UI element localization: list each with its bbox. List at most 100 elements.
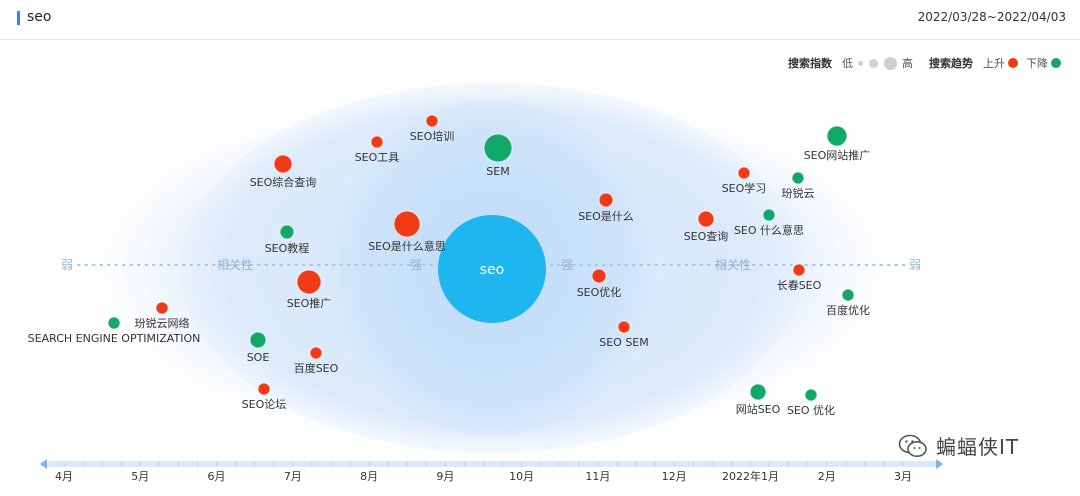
timeline-handle-right-icon[interactable] — [936, 459, 943, 469]
keyword-label: SEO论坛 — [242, 397, 287, 411]
keyword-point[interactable]: 玢锐云 — [782, 171, 815, 200]
keyword-bubble-down[interactable] — [826, 125, 848, 147]
timeline-month-label: 11月 — [585, 470, 610, 483]
timeline-slider[interactable]: 4月 5月 6月 7月 8月 9月 10月 11月 12月 2022年1月 2月 3月 — [40, 459, 943, 483]
keyword-bubble-up[interactable] — [697, 210, 715, 228]
legend-trend-up-label: 上升 — [983, 57, 1005, 70]
keyword-bubble-up[interactable] — [309, 346, 323, 360]
timeline-month-label: 6月 — [208, 470, 226, 483]
relevance-label-related-left: 相关性 — [217, 258, 253, 272]
timeline-month-label: 10月 — [509, 470, 534, 483]
keyword-bubble-up[interactable] — [425, 114, 439, 128]
keyword-label: SEO综合查询 — [250, 175, 317, 189]
keyword-bubble-up[interactable] — [257, 382, 271, 396]
keyword-point[interactable]: 玢锐云网络 — [135, 301, 190, 330]
relevance-chart: 弱 相关性 强 强 相关性 弱 seo SEO综合查询 SEO工具 SEO培训 SEM… — [28, 70, 943, 483]
keyword-point[interactable]: SEO 什么意思 — [734, 208, 804, 237]
watermark-text: 蝙蝠侠IT — [936, 435, 1020, 459]
keyword-bubble-down[interactable] — [841, 288, 855, 302]
timeline-month-labels: 4月 5月 6月 7月 8月 9月 10月 11月 12月 2022年1月 2月 3月 — [55, 469, 912, 483]
keyword-bubble-up[interactable] — [296, 269, 322, 295]
keyword-point[interactable]: SEO论坛 — [242, 382, 287, 411]
keyword-point[interactable]: SEO 优化 — [787, 388, 835, 417]
keyword-bubble-up[interactable] — [155, 301, 169, 315]
keyword-label: SEO工具 — [355, 151, 400, 164]
timeline-track[interactable] — [44, 461, 940, 467]
keyword-point[interactable]: SEO推广 — [287, 269, 332, 310]
keyword-point[interactable]: SEO培训 — [410, 114, 455, 143]
keyword-bubble-up[interactable] — [737, 166, 751, 180]
keyword-label: SEO优化 — [577, 285, 622, 299]
keyword-point[interactable]: SEM — [483, 133, 513, 178]
keyword-bubble-up[interactable] — [393, 210, 421, 238]
legend: 搜索指数 低 高 搜索趋势 上升 下降 — [788, 55, 1064, 71]
timeline-month-label: 5月 — [131, 470, 149, 483]
keyword-point[interactable]: SEO是什么 — [578, 192, 634, 223]
date-range: 2022/03/28~2022/04/03 — [917, 10, 1066, 24]
keyword-point[interactable]: SEO工具 — [355, 135, 400, 164]
keyword-point[interactable]: SEO教程 — [265, 224, 310, 255]
legend-index-dot-medium — [869, 58, 878, 68]
timeline-month-label: 7月 — [284, 470, 302, 483]
keyword-label: 网站SEO — [736, 402, 781, 416]
header: seo 2022/03/28~2022/04/03 — [0, 0, 1080, 40]
keyword-bubble-up[interactable] — [792, 263, 806, 277]
legend-index-title: 搜索指数 — [788, 57, 832, 70]
timeline-ticks — [63, 462, 904, 466]
keyword-bubble-down[interactable] — [249, 331, 267, 349]
keyword-point[interactable]: SEO网站推广 — [804, 125, 871, 162]
center-keyword-bubble[interactable] — [438, 215, 546, 323]
keyword-point[interactable]: 百度SEO — [294, 346, 339, 375]
keyword-label: SEO网站推广 — [804, 148, 871, 162]
keyword-bubble-up[interactable] — [591, 268, 607, 284]
center-keyword-label: seo — [480, 262, 504, 278]
keyword-label: SEO学习 — [722, 181, 767, 195]
keyword-bubble-up[interactable] — [370, 135, 384, 149]
keyword-label: SEO是什么意思 — [368, 239, 446, 253]
keyword-point[interactable]: SEO综合查询 — [250, 154, 317, 189]
keyword-point[interactable]: SEARCH ENGINE OPTIMIZATION — [28, 316, 201, 345]
keyword-label: SEO 优化 — [787, 403, 835, 417]
legend-trend-up-dot — [1008, 58, 1018, 68]
timeline-month-label: 2月 — [818, 470, 836, 483]
keyword-bubble-down[interactable] — [749, 383, 767, 401]
watermark: 蝙蝠侠IT — [898, 431, 1019, 460]
keyword-bubble-up[interactable] — [598, 192, 614, 208]
keyword-bubble-down[interactable] — [279, 224, 295, 240]
keyword-bubble-down[interactable] — [804, 388, 818, 402]
legend-index-dot-small — [858, 60, 863, 66]
keyword-point[interactable]: SOE — [247, 331, 270, 364]
relevance-label-related-right: 相关性 — [715, 258, 751, 272]
keyword-point[interactable]: 网站SEO — [736, 383, 781, 416]
keyword-label: SEO推广 — [287, 296, 332, 310]
keyword-label: SEO教程 — [265, 242, 310, 255]
keyword-bubble-up[interactable] — [617, 320, 631, 334]
keyword-label: SEO查询 — [684, 229, 729, 243]
keyword-label: 百度优化 — [826, 303, 870, 317]
keyword-bubble-down[interactable] — [762, 208, 776, 222]
keyword-point[interactable]: SEO是什么意思 — [368, 210, 446, 253]
keyword-point[interactable]: SEO查询 — [684, 210, 729, 243]
keyword-label: SEO是什么 — [578, 210, 634, 223]
timeline-handle-left-icon[interactable] — [40, 459, 47, 469]
legend-index-high: 高 — [902, 57, 913, 70]
legend-index-dot-large — [884, 56, 897, 70]
timeline-month-label: 2022年1月 — [722, 469, 779, 483]
keyword-point[interactable]: SEO学习 — [722, 166, 767, 195]
title-accent-bar — [17, 11, 20, 25]
keyword-bubble-down[interactable] — [107, 316, 121, 330]
keyword-point[interactable]: SEO SEM — [599, 320, 649, 349]
keyword-label: 玢锐云 — [782, 186, 815, 200]
legend-trend-down-label: 下降 — [1026, 57, 1048, 70]
keyword-label: SEO培训 — [410, 129, 455, 143]
keyword-point[interactable]: 百度优化 — [826, 288, 870, 317]
keyword-bubble-up[interactable] — [273, 154, 293, 174]
keyword-bubble-down[interactable] — [791, 171, 805, 185]
keyword-label: SOE — [247, 351, 270, 364]
keyword-point[interactable]: SEO优化 — [577, 268, 622, 299]
keyword-bubble-down[interactable] — [483, 133, 513, 163]
keyword-point[interactable]: 长春SEO — [777, 263, 822, 292]
legend-index-low: 低 — [842, 57, 853, 70]
legend-trend-down-dot — [1051, 58, 1061, 68]
timeline-month-label: 9月 — [436, 470, 454, 483]
